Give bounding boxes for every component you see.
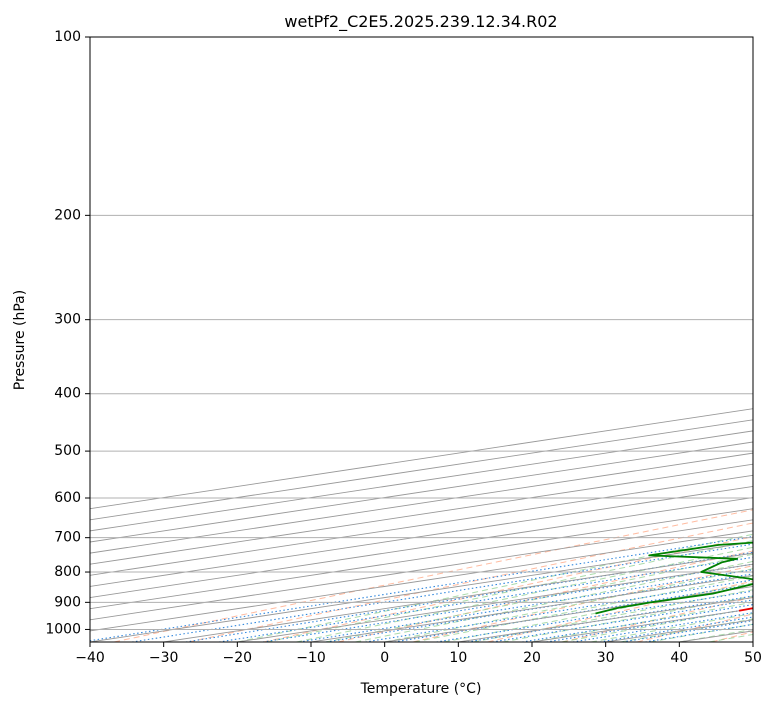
isotherm-line (90, 508, 753, 610)
mixing-ratio-line (572, 612, 753, 642)
y-tick-label: 700 (54, 530, 81, 546)
x-axis-label: Temperature (°C) (360, 681, 482, 697)
x-tick-label: 0 (380, 650, 389, 666)
y-tick-label: 500 (54, 443, 81, 459)
x-tick-label: −30 (149, 650, 179, 666)
y-tick-label: 100 (54, 29, 81, 45)
y-tick-label: 400 (54, 386, 81, 402)
y-tick-label: 600 (54, 490, 81, 506)
x-tick-label: 10 (449, 650, 467, 666)
x-tick-label: 20 (523, 650, 541, 666)
isotherm-line (90, 485, 753, 587)
x-tick-label: −40 (75, 650, 105, 666)
mixing-ratio-line (185, 551, 753, 642)
x-tick-label: −10 (296, 650, 326, 666)
dry-adiabat-line (113, 509, 753, 642)
moist-adiabat-line (237, 533, 753, 642)
isotherms (90, 408, 753, 642)
moist-adiabat-line (325, 553, 753, 642)
plot-area: 0.10.20.40.611.5234681013162025303601020… (90, 37, 753, 642)
mixing-ratio-line (218, 556, 753, 642)
dry-adiabat-line (412, 565, 753, 642)
moist-adiabat-line (502, 595, 753, 642)
isotherm-line (90, 530, 753, 632)
mixing-ratio-line (599, 616, 753, 642)
dry-adiabat-line (562, 596, 753, 642)
isotherm-line (90, 474, 753, 576)
dry-adiabat-line (188, 522, 753, 642)
dry-adiabats (113, 509, 753, 642)
x-tick-label: 40 (670, 650, 688, 666)
isotherm-line (90, 497, 753, 599)
pressure-gridlines (90, 37, 753, 630)
chart-title: wetPf2_C2E5.2025.239.12.34.R02 (284, 12, 557, 32)
dry-adiabat-line (338, 550, 753, 642)
mixing-ratio-line (299, 569, 753, 642)
profiles (595, 541, 753, 615)
isotherm-line (90, 519, 753, 621)
y-tick-label: 1000 (45, 621, 81, 637)
y-axis-label: Pressure (hPa) (12, 290, 28, 390)
axis-ticks: −40 −30 −20 −10 0 10 20 30 40 50 100 200 300 400 500 60… (45, 29, 762, 666)
mixing-ratio-lines (90, 535, 753, 642)
mixing-ratio-line (262, 563, 753, 642)
isotherm-line (90, 452, 753, 554)
dewpoint-profile-line (595, 541, 753, 615)
x-tick-label: 30 (597, 650, 615, 666)
y-tick-label: 800 (54, 564, 81, 580)
isotherm-line (90, 441, 753, 543)
isotherm-line (90, 463, 753, 565)
y-tick-label: 900 (54, 594, 81, 610)
plot-frame (89, 36, 754, 643)
mixing-ratio-line (131, 543, 753, 642)
y-tick-label: 300 (54, 312, 81, 328)
x-tick-label: −20 (223, 650, 253, 666)
y-tick-label: 200 (54, 207, 81, 223)
x-tick-label: 50 (744, 650, 762, 666)
